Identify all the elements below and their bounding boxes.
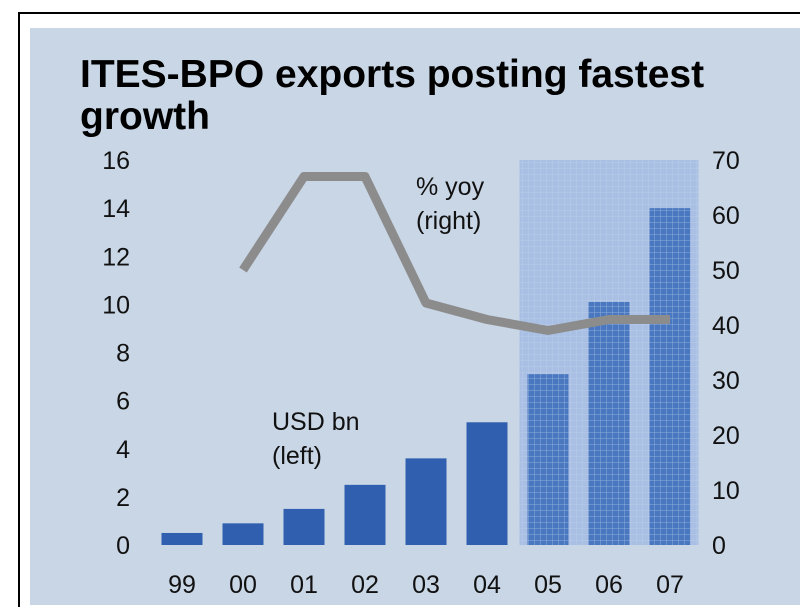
bar-series-label: (left): [272, 442, 322, 470]
x-tick-label-03: 03: [412, 571, 440, 599]
bar-00: [222, 523, 264, 545]
y-right-tick-label: 70: [712, 147, 740, 175]
chart-title: ITES-BPO exports posting fastest growth: [80, 53, 705, 138]
bar-series-label: USD bn: [272, 408, 360, 436]
bar-texture-05: [527, 374, 569, 545]
y-right-tick-label: 20: [712, 422, 740, 450]
y-right-tick-label: 50: [712, 257, 740, 285]
bar-03: [405, 458, 447, 545]
x-tick-label-04: 04: [473, 571, 501, 599]
x-tick-label-06: 06: [595, 571, 623, 599]
y-left-tick-label: 8: [116, 340, 130, 368]
y-left-tick-label: 0: [116, 532, 130, 560]
y-right-tick-label: 40: [712, 312, 740, 340]
line-series-label: (right): [416, 207, 481, 235]
y-left-tick-label: 14: [102, 195, 130, 223]
x-tick-label-01: 01: [290, 571, 318, 599]
y-left-tick-label: 12: [102, 243, 130, 271]
bar-04: [466, 422, 508, 545]
y-left-tick-label: 2: [116, 484, 130, 512]
bar-texture-06: [588, 301, 630, 545]
bar-01: [283, 508, 325, 545]
x-tick-label-99: 99: [168, 571, 196, 599]
y-left-tick-label: 10: [102, 291, 130, 319]
y-left-tick-label: 6: [116, 388, 130, 416]
x-tick-label-00: 00: [229, 571, 257, 599]
y-left-tick-label: 16: [102, 147, 130, 175]
bar-99: [161, 532, 203, 545]
line-series-label: % yoy: [416, 173, 485, 201]
y-left-tick-label: 4: [116, 436, 130, 464]
y-right-tick-label: 0: [712, 532, 726, 560]
y-right-tick-label: 60: [712, 202, 740, 230]
x-tick-label-05: 05: [534, 571, 562, 599]
x-tick-label-07: 07: [656, 571, 684, 599]
bar-02: [344, 484, 386, 545]
y-right-tick-label: 10: [712, 477, 740, 505]
bar-texture-07: [649, 208, 691, 545]
y-right-tick-label: 30: [712, 367, 740, 395]
x-tick-label-02: 02: [351, 571, 379, 599]
yoy-line: [239, 172, 670, 335]
